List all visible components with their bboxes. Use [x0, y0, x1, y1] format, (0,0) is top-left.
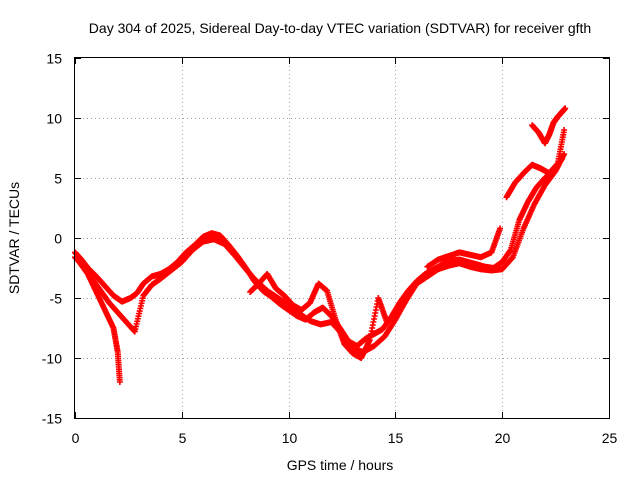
data-point [383, 319, 390, 325]
x-axis-label: GPS time / hours [287, 457, 394, 473]
plot-frame [74, 57, 610, 419]
x-tick-label: 25 [602, 430, 618, 446]
y-axis-label: SDTVAR / TECUs [6, 182, 22, 294]
y-tick-label: -5 [50, 291, 63, 307]
data-point [561, 127, 568, 133]
x-tick-label: 15 [388, 430, 404, 446]
x-tick-label: 5 [179, 430, 187, 446]
data-point [562, 105, 569, 112]
data-points [72, 105, 569, 385]
y-tick-label: -15 [42, 411, 62, 427]
chart-title: Day 304 of 2025, Sidereal Day-to-day VTE… [89, 20, 591, 36]
y-tick-label: -10 [42, 351, 62, 367]
y-tick-label: 0 [54, 231, 62, 247]
y-tick-label: 5 [54, 171, 62, 187]
y-tick-label: 10 [46, 111, 62, 127]
y-tick-labels: -15 -10 -5 0 5 10 15 [42, 51, 62, 427]
x-tick-label: 0 [72, 430, 80, 446]
x-tick-label: 10 [282, 430, 298, 446]
y-tick-label: 15 [46, 51, 62, 67]
data-point [497, 225, 504, 232]
x-tick-label: 20 [495, 430, 511, 446]
data-point [116, 379, 123, 385]
x-tick-labels: 0 5 10 15 20 25 [72, 430, 618, 446]
grid-lines [75, 58, 609, 418]
